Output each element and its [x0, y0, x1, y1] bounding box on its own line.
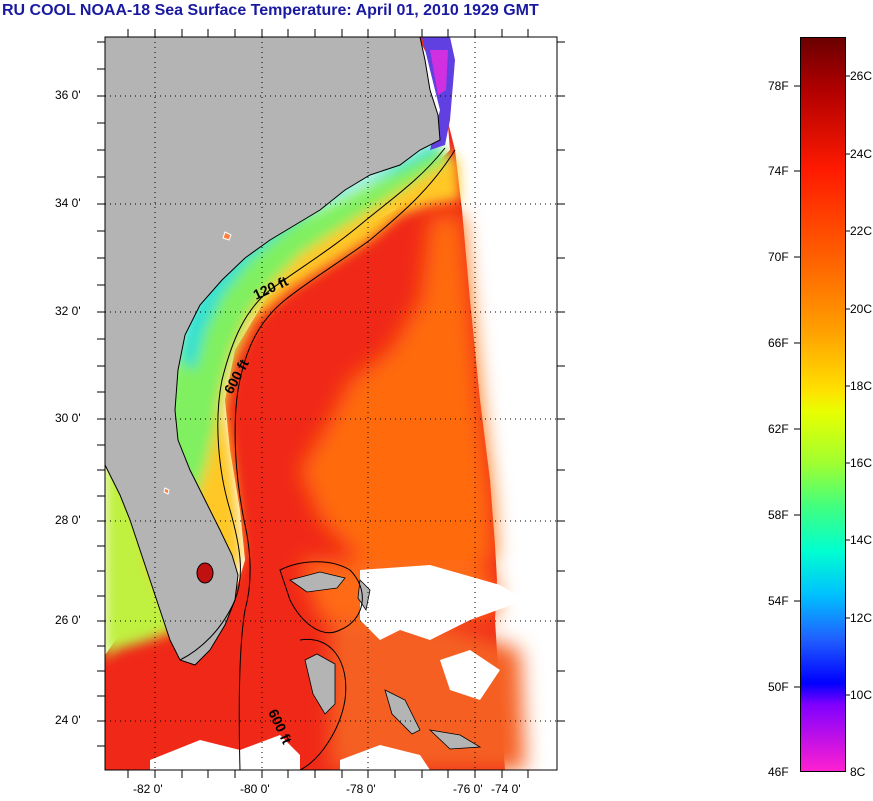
- colorbar-label-62f: 62F: [768, 422, 789, 436]
- lat-label-24: 24 0': [55, 713, 81, 727]
- colorbar-label-10c: 10C: [850, 688, 873, 702]
- colorbar-label-54f: 54F: [768, 594, 789, 608]
- lat-label-28: 28 0': [55, 513, 81, 527]
- colorbar-label-66f: 66F: [768, 336, 789, 350]
- shelf-green: [160, 145, 450, 500]
- contour-600ft: [234, 149, 456, 770]
- lat-label-26: 26 0': [55, 613, 81, 627]
- lon-label-76: -76 0': [453, 782, 483, 796]
- colorbar-label-24c: 24C: [850, 147, 873, 161]
- colorbar-label-46f: 46F: [768, 765, 789, 779]
- inland-lakes: [163, 231, 232, 495]
- axis-ticks: [97, 29, 565, 778]
- lon-label-80: -80 0': [240, 782, 270, 796]
- lon-label-74: -74 0': [491, 782, 521, 796]
- lat-label-36: 36 0': [55, 88, 81, 102]
- grid-lines: [105, 37, 557, 770]
- colorbar-label-18c: 18C: [850, 379, 873, 393]
- colorbar-label-58f: 58F: [768, 508, 789, 522]
- land-us-coast: [105, 37, 441, 666]
- cloud-cover-bahamas: [340, 565, 525, 770]
- cloud-cover-south: [150, 735, 300, 770]
- colorbar-label-22c: 22C: [850, 224, 873, 238]
- contour-120ft: [179, 147, 446, 661]
- colorbar-label-50f: 50F: [768, 680, 789, 694]
- lat-label-34: 34 0': [55, 196, 81, 210]
- plot-frame: [104, 36, 558, 771]
- lon-label-82: -82 0': [133, 782, 163, 796]
- colorbar-label-16c: 16C: [850, 456, 873, 470]
- shelf-cyan: [180, 140, 440, 370]
- map-title: RU COOL NOAA-18 Sea Surface Temperature:…: [2, 2, 539, 19]
- colorbar-label-26c: 26C: [850, 69, 873, 83]
- lake-okeechobee: [196, 562, 214, 584]
- ocean-orange-zone: [300, 215, 495, 580]
- sound-magenta: [430, 50, 448, 95]
- ocean-orange-bahamas: [330, 620, 525, 770]
- lon-label-78: -78 0': [346, 782, 376, 796]
- colorbar-label-20c: 20C: [850, 302, 873, 316]
- colorbar-label-14c: 14C: [850, 533, 873, 547]
- lat-label-30: 30 0': [55, 411, 81, 425]
- temperature-colorbar: [800, 37, 846, 772]
- colorbar-label-70f: 70F: [768, 250, 789, 264]
- colorbar-label-12c: 12C: [850, 611, 873, 625]
- lat-label-32: 32 0': [55, 304, 81, 318]
- contour-bahamas: [279, 561, 363, 770]
- colorbar-label-8c: 8C: [850, 765, 866, 779]
- colorbar-label-78f: 78F: [768, 79, 789, 93]
- colorbar-label-74f: 74F: [768, 164, 789, 178]
